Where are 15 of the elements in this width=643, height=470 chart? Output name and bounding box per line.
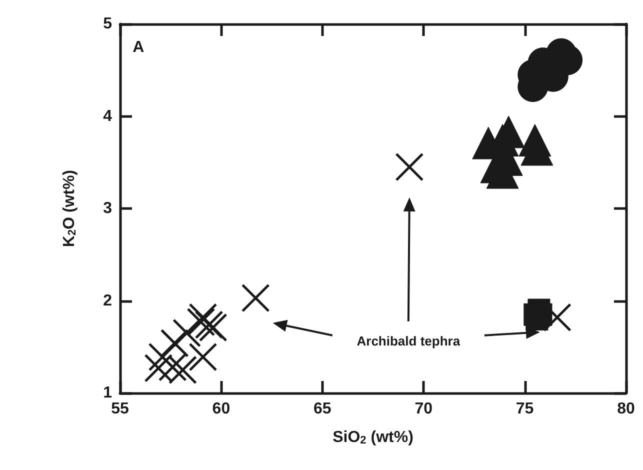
y-axis-title: K2O (wt%)	[61, 170, 78, 248]
x-tick-label: 75	[516, 400, 534, 418]
x-tick-label: 70	[414, 400, 433, 418]
x-tick-label: 80	[617, 400, 635, 418]
y-tick-label: 4	[103, 108, 112, 125]
x-axis-title: SiO2 (wt%)	[332, 429, 414, 446]
y-tick-label: 3	[103, 200, 112, 217]
x-tick-label: 65	[314, 400, 332, 418]
x-tick-label: 60	[212, 400, 230, 418]
x-tick-label: 55	[111, 400, 129, 418]
y-tick-label: 1	[103, 384, 112, 402]
y-tick-label: 5	[103, 16, 112, 32]
annotation: A	[132, 38, 144, 57]
annotation: Archibald tephra	[356, 334, 460, 349]
y-tick-label: 2	[103, 292, 112, 310]
